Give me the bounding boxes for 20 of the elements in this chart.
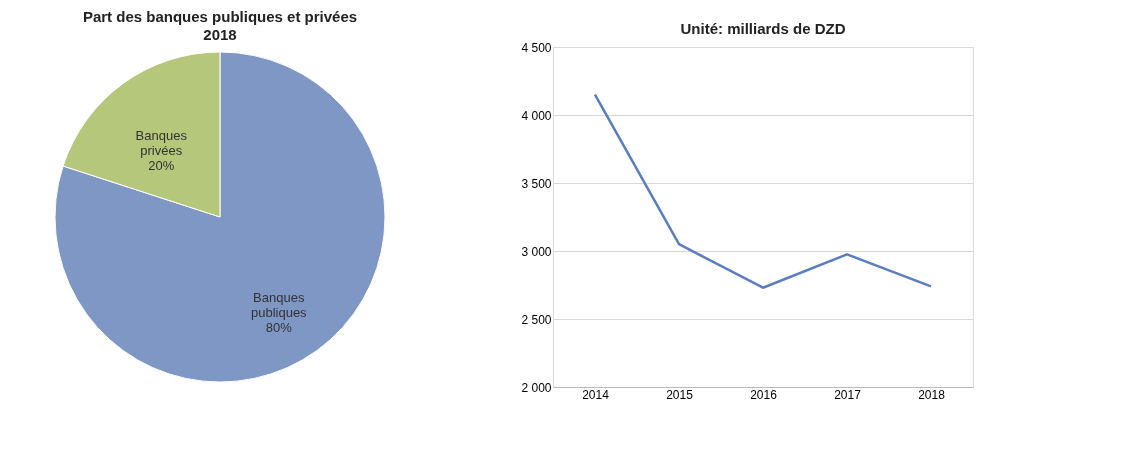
line-series bbox=[593, 93, 933, 289]
data-label: 20% bbox=[148, 158, 175, 174]
y-tick-label: 3 500 bbox=[521, 176, 552, 191]
slice-label: Banques privées bbox=[135, 128, 188, 159]
chart-title: Unité: milliards de DZD bbox=[680, 20, 846, 37]
y-tick-label: 4 500 bbox=[521, 40, 552, 55]
y-tick-label: 2 000 bbox=[521, 380, 552, 395]
y-tick-label: 2 500 bbox=[521, 312, 552, 327]
x-tick-label: 2016 bbox=[750, 387, 778, 402]
x-tick-label: 2018 bbox=[918, 387, 946, 402]
data-label: 80% bbox=[265, 319, 293, 335]
x-tick-label: 2017 bbox=[834, 387, 862, 402]
x-tick-label: 2015 bbox=[666, 387, 694, 402]
x-tick-label: 2014 bbox=[582, 387, 610, 402]
chart-title: Part des banques publiques et privées bbox=[82, 8, 358, 25]
slice-label: Banques publiques bbox=[250, 289, 308, 320]
y-tick-label: 3 000 bbox=[521, 244, 552, 259]
pie-slice bbox=[54, 51, 386, 383]
y-tick-label: 4 000 bbox=[521, 108, 552, 123]
chart-subtitle: 2018 bbox=[203, 26, 237, 43]
